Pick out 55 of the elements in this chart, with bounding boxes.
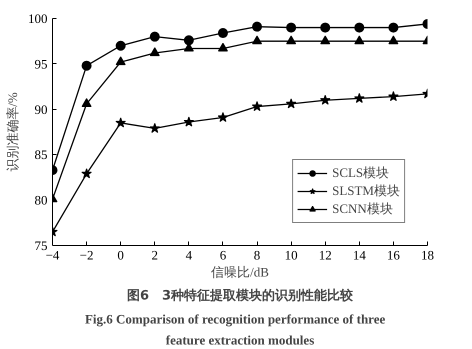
x-tick-label: 16 — [386, 248, 400, 262]
point — [252, 36, 262, 44]
caption: Fig.6 Comparison of recognition performance of three — [84, 312, 386, 326]
legend-label: SLSTM模块 — [332, 182, 400, 200]
point — [354, 36, 364, 44]
point — [320, 36, 330, 44]
point — [320, 22, 330, 33]
point — [388, 91, 399, 102]
point — [82, 98, 92, 107]
legend-label: SCLS模块 — [332, 164, 390, 182]
point — [218, 28, 228, 38]
legend-label: SCNN模块 — [332, 200, 393, 218]
point — [116, 40, 126, 51]
x-tick-label: 8 — [254, 248, 260, 262]
y-tick-label: 100 — [28, 11, 48, 26]
y-tick-label: 80 — [34, 192, 48, 208]
text: 图6 3种特征提取模块的识别性能比较 — [126, 288, 354, 304]
x-tick-label: 4 — [186, 248, 193, 262]
point — [150, 47, 160, 56]
point — [116, 56, 126, 66]
x-tick-label: 18 — [421, 248, 434, 262]
point — [286, 22, 296, 33]
x-tick-label: 12 — [318, 248, 332, 262]
point — [218, 112, 228, 122]
point — [81, 168, 92, 178]
y-axis-title: 识别准确率/% — [5, 92, 20, 172]
point — [388, 36, 398, 44]
x-tick-label: −4 — [46, 248, 60, 262]
point — [252, 22, 262, 32]
point — [218, 42, 228, 52]
point — [150, 122, 160, 133]
x-axis-title: 信噪比/dB — [211, 264, 270, 280]
x-tick-label: 6 — [220, 248, 227, 262]
point — [184, 35, 194, 46]
x-tick-label: 10 — [284, 248, 298, 262]
point — [354, 22, 364, 33]
point — [252, 101, 262, 112]
x-tick-label: 14 — [352, 248, 366, 262]
x-tick-label: 2 — [152, 248, 158, 262]
y-tick-label: 85 — [34, 147, 48, 162]
point — [82, 60, 92, 71]
y-tick-label: 95 — [34, 56, 48, 72]
point — [115, 117, 126, 128]
x-tick-label: 0 — [117, 248, 124, 262]
point — [286, 98, 296, 108]
point — [320, 94, 330, 105]
point — [184, 116, 194, 127]
x-tick-label: −2 — [80, 248, 94, 262]
point — [388, 22, 398, 33]
text: feature extraction modules — [166, 332, 314, 348]
y-tick-label: 75 — [34, 238, 48, 253]
point — [150, 32, 160, 42]
point — [286, 36, 296, 44]
y-tick-label: 90 — [34, 102, 48, 117]
point — [354, 92, 365, 103]
